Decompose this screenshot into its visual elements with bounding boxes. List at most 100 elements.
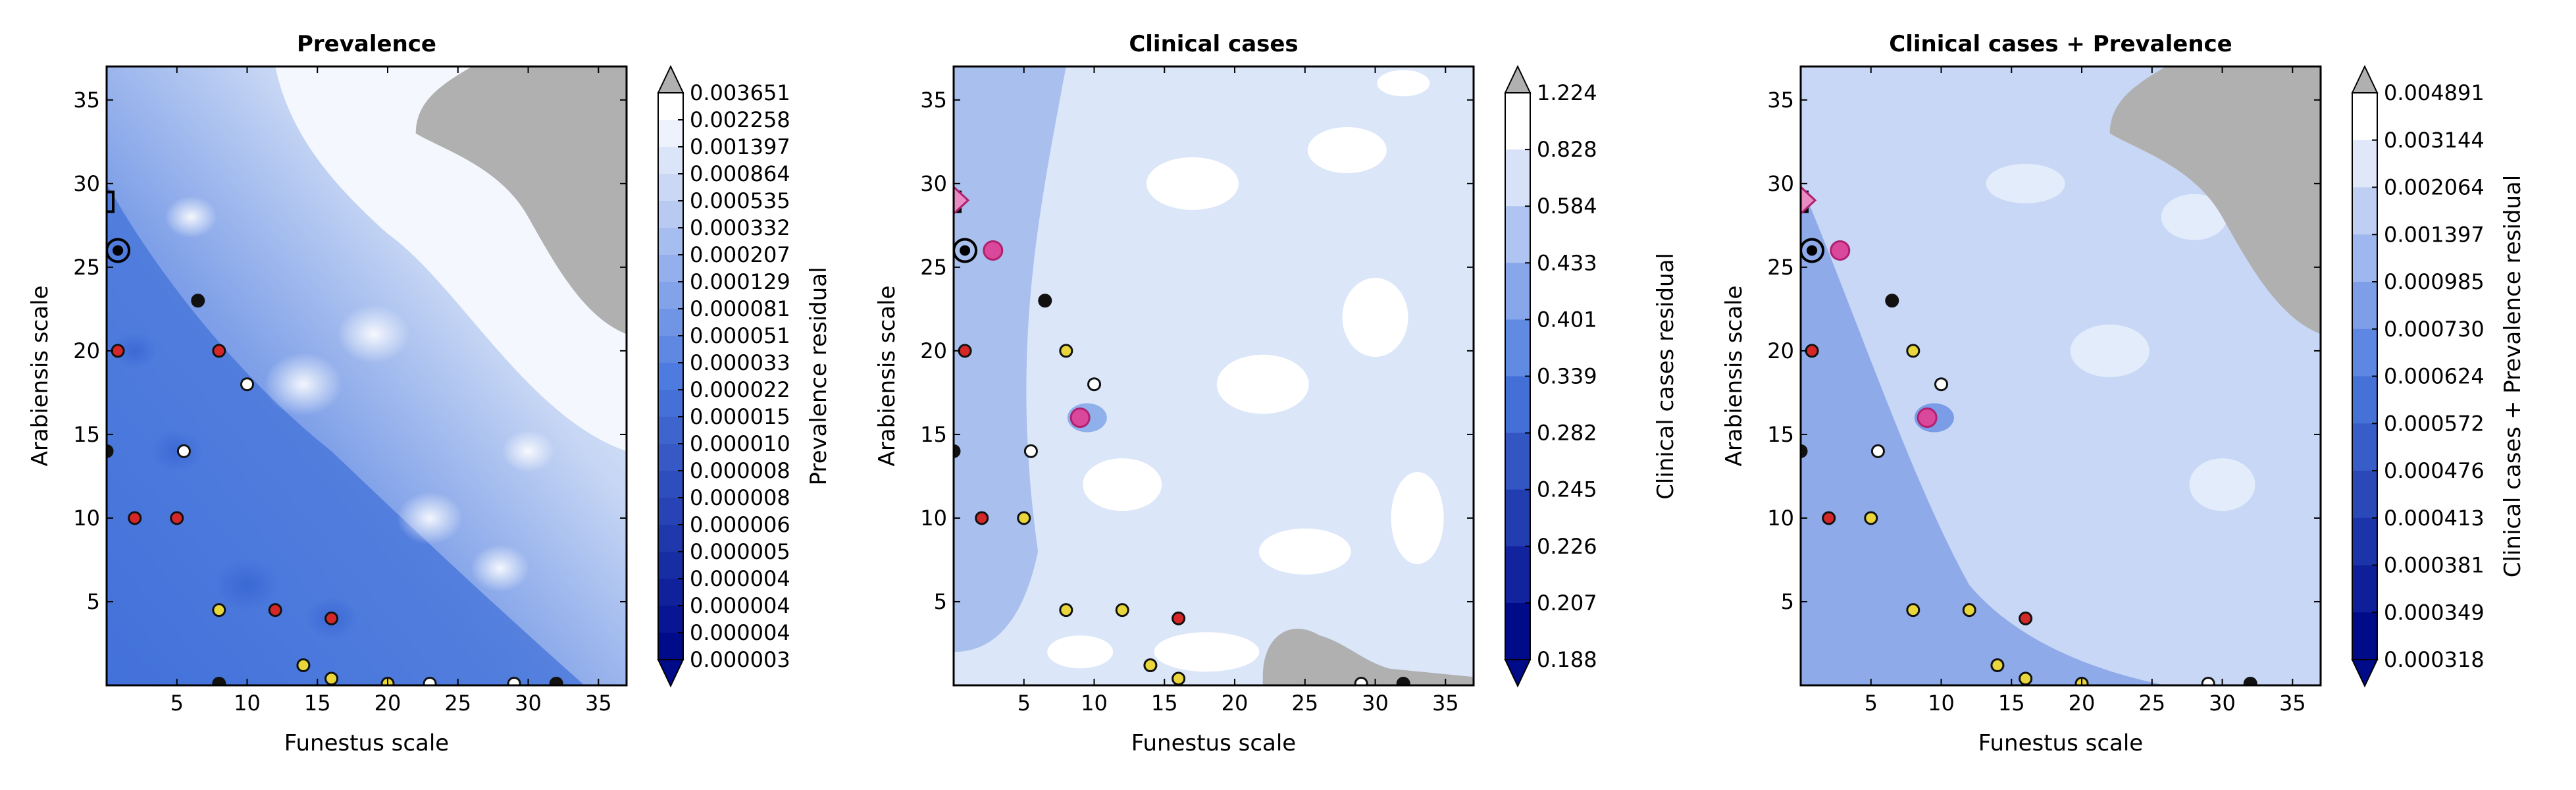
colorbar-segment — [2352, 423, 2377, 471]
contour-blob — [111, 332, 158, 369]
data-marker — [1115, 603, 1129, 618]
contour-blob — [397, 491, 463, 544]
chart-title: Prevalence — [297, 31, 436, 57]
colorbar-extend-min — [1504, 659, 1532, 688]
data-marker — [1962, 603, 1976, 618]
data-marker — [296, 658, 311, 673]
data-marker — [423, 676, 437, 685]
data-marker — [1830, 240, 1851, 261]
x-tick-label: 25 — [444, 691, 471, 716]
chart-panel-2: Clinical cases 5 10 15 20 25 30 35 5 10 15 20 25 30 35… — [874, 31, 1679, 756]
contour-blob — [1216, 354, 1309, 414]
data-marker — [2019, 611, 2033, 625]
y-tick-label: 25 — [1767, 255, 1794, 280]
x-tick-label: 15 — [1151, 691, 1178, 716]
colorbar-extend-max — [1504, 65, 1532, 93]
colorbar: 0.0036510.0022580.0013970.0008640.000535… — [657, 65, 832, 688]
data-marker — [1917, 408, 1938, 429]
colorbar-tick-label: 0.001397 — [690, 134, 790, 159]
colorbar-tick-label: 0.226 — [1537, 534, 1597, 559]
colorbar-tick-label: 0.000008 — [690, 485, 790, 510]
data-marker — [1801, 185, 1817, 215]
colorbar-tick-label: 0.000129 — [690, 269, 790, 294]
x-tick-label: 10 — [1928, 691, 1955, 716]
data-marker — [1870, 444, 1885, 458]
colorbar-label: Prevalence residual — [806, 267, 832, 485]
colorbar-segment — [658, 390, 683, 417]
data-marker — [1023, 444, 1038, 458]
data-marker — [1143, 658, 1158, 673]
data-marker — [1906, 603, 1920, 618]
colorbar-segment — [658, 444, 683, 471]
x-tick-label: 30 — [515, 691, 542, 716]
optimum-marker — [1807, 245, 1818, 256]
contour-blob — [1083, 458, 1162, 512]
colorbar-segment — [2352, 234, 2377, 282]
colorbar: 1.224 0.828 0.584 0.433 0.401 0.339 0.282 0.245… — [1504, 65, 1679, 688]
colorbar-segment — [658, 525, 683, 552]
colorbar-segment — [658, 552, 683, 579]
colorbar-tick-label: 0.004891 — [2384, 80, 2485, 105]
contour-blob — [1391, 471, 1444, 564]
y-tick-label: 35 — [920, 88, 947, 113]
data-marker — [1822, 511, 1836, 525]
colorbar-tick-label: 0.000008 — [690, 458, 790, 483]
data-marker — [549, 676, 563, 685]
colorbar-tick-label: 0.245 — [1537, 477, 1597, 502]
data-marker — [268, 603, 282, 618]
data-marker — [958, 344, 972, 358]
colorbar-tick-label: 0.000730 — [2384, 317, 2485, 342]
contour-blob — [2161, 194, 2227, 240]
data-marker — [1172, 672, 1186, 685]
x-tick-label: 5 — [170, 691, 184, 716]
colorbar-tick-label: 0.003651 — [690, 80, 790, 105]
x-tick-label: 10 — [234, 691, 261, 716]
colorbar-tick-label: 0.000476 — [2384, 458, 2485, 483]
colorbar-tick-label: 0.000004 — [690, 620, 790, 645]
colorbar-segment — [658, 147, 683, 174]
x-tick-label: 25 — [1291, 691, 1318, 716]
colorbar-segment — [2352, 187, 2377, 235]
colorbar-segment — [658, 309, 683, 336]
data-marker — [111, 344, 125, 358]
data-marker — [324, 611, 339, 625]
colorbar-segment — [2352, 93, 2377, 141]
out-of-range-region — [1262, 629, 1474, 685]
data-marker — [1885, 294, 1899, 308]
reference-marker — [107, 190, 115, 213]
contour-level — [1801, 183, 2167, 685]
colorbar-segment — [658, 201, 683, 228]
colorbar-segment — [1505, 93, 1530, 150]
contour-blob — [1258, 528, 1351, 575]
y-tick-label: 15 — [73, 422, 100, 447]
colorbar-segment — [2352, 376, 2377, 424]
contour-level — [107, 183, 584, 685]
colorbar-tick-label: 0.000010 — [690, 431, 790, 456]
x-tick-label: 15 — [1998, 691, 2025, 716]
colorbar-segment — [658, 633, 683, 660]
colorbar-tick-label: 0.000033 — [690, 350, 790, 375]
colorbar-tick-label: 0.000081 — [690, 296, 790, 321]
colorbar-extend-max — [657, 65, 684, 93]
data-marker — [1059, 603, 1073, 618]
y-tick-label: 30 — [73, 171, 100, 196]
contour-blob — [165, 196, 218, 238]
data-marker — [1069, 408, 1091, 429]
colorbar-tick-label: 0.000051 — [690, 323, 790, 348]
colorbar-segment — [1505, 263, 1530, 320]
data-marker — [1396, 676, 1410, 685]
colorbar-tick-label: 0.339 — [1537, 364, 1597, 389]
colorbar-tick-label: 0.000207 — [690, 242, 790, 267]
colorbar-tick-label: 0.000332 — [690, 215, 790, 240]
y-tick-label: 25 — [73, 255, 100, 280]
colorbar-label: Clinical cases residual — [1653, 253, 1679, 500]
plot-area — [954, 66, 1474, 685]
plot-area — [107, 66, 627, 685]
colorbar-tick-label: 0.000624 — [2384, 364, 2485, 389]
colorbar-extend-max — [2351, 65, 2379, 93]
data-marker — [107, 444, 114, 458]
data-marker — [954, 185, 970, 215]
y-tick-label: 15 — [1767, 422, 1794, 447]
colorbar-segment — [1505, 433, 1530, 490]
